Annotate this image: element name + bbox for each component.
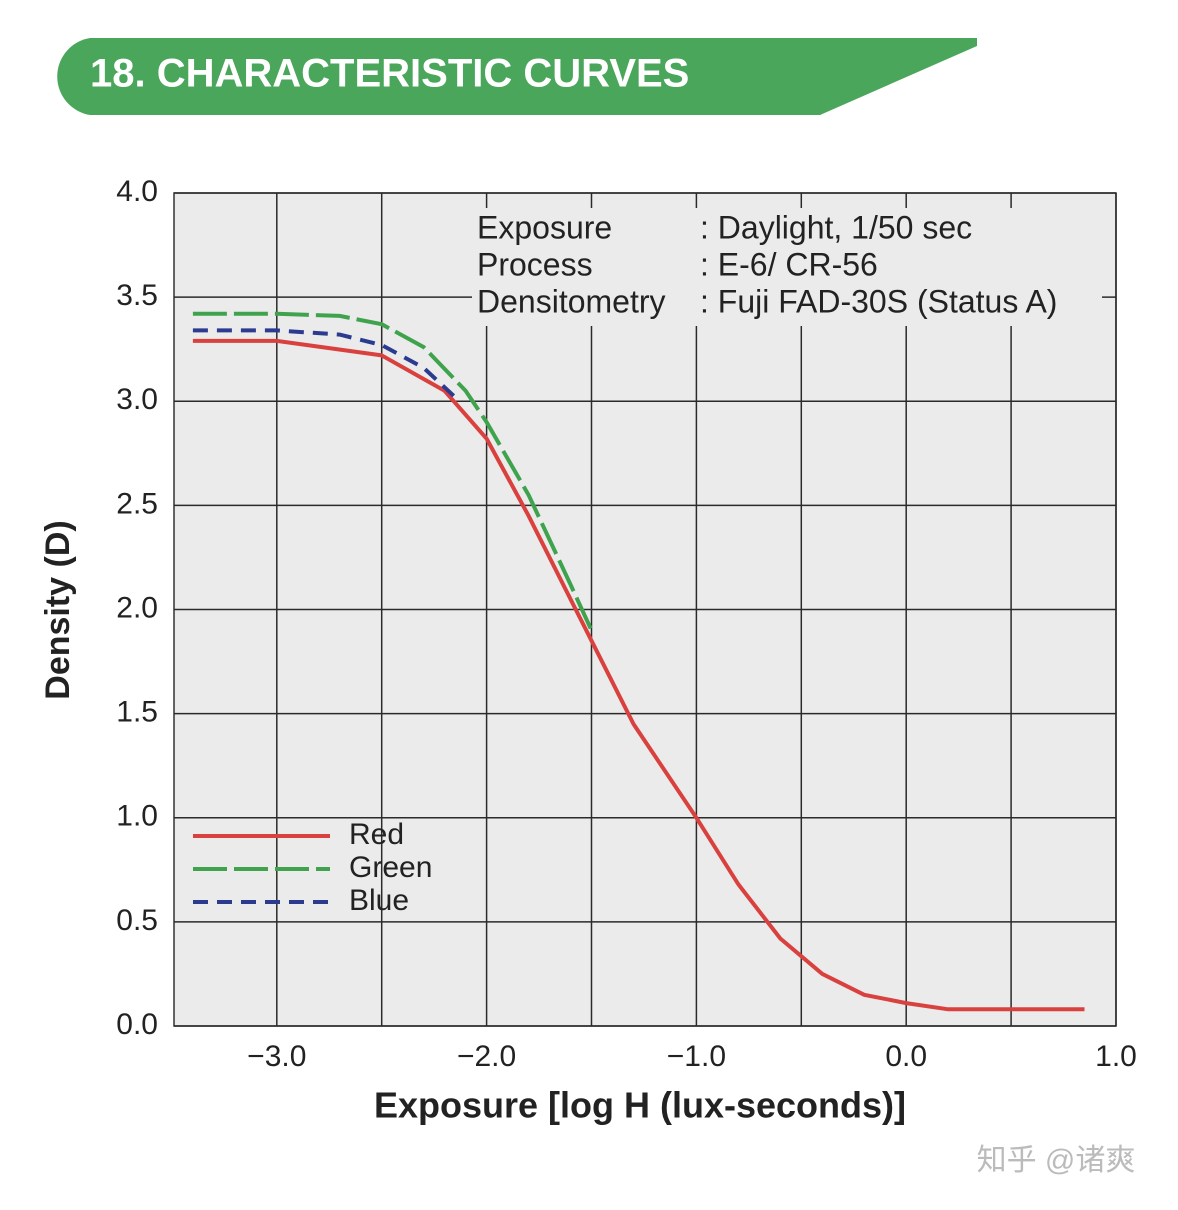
annotation-value: : E-6/ CR-56	[700, 246, 878, 282]
annotation-label: Densitometry	[477, 283, 666, 319]
y-tick-label: 3.5	[116, 279, 158, 312]
annotation-label: Exposure	[477, 209, 612, 245]
y-tick-label: 1.0	[116, 800, 158, 833]
x-axis-title: Exposure [log H (lux-seconds)]	[374, 1085, 906, 1126]
line-series	[192, 338, 1085, 1012]
line-series	[192, 311, 594, 632]
x-tick-label: −2.0	[457, 1040, 516, 1073]
legend-label: Green	[349, 851, 432, 884]
y-tick-label: 4.0	[116, 175, 158, 208]
annotation-value: : Fuji FAD-30S (Status A)	[700, 283, 1057, 319]
annotation-box	[472, 208, 1102, 326]
y-axis-title: Density (D)	[39, 520, 77, 699]
line-series	[192, 328, 457, 399]
y-tick-label: 3.0	[116, 383, 158, 416]
title: 18. CHARACTERISTIC CURVES	[90, 52, 689, 96]
watermark: 知乎 @诸爽	[977, 1144, 1136, 1177]
legend-label: Red	[349, 818, 404, 851]
y-tick-label: 2.5	[116, 487, 158, 520]
x-tick-label: −1.0	[667, 1040, 726, 1073]
x-tick-label: 1.0	[1095, 1040, 1137, 1073]
legend-label: Blue	[349, 884, 409, 917]
y-tick-label: 0.5	[116, 904, 158, 937]
y-tick-label: 0.0	[116, 1008, 158, 1041]
annotation-value: : Daylight, 1/50 sec	[700, 209, 972, 245]
y-tick-label: 1.5	[116, 696, 158, 729]
x-tick-label: 0.0	[885, 1040, 927, 1073]
title-banner	[57, 38, 978, 115]
x-tick-label: −3.0	[247, 1040, 306, 1073]
y-tick-label: 2.0	[116, 591, 158, 624]
annotation-label: Process	[477, 246, 593, 282]
